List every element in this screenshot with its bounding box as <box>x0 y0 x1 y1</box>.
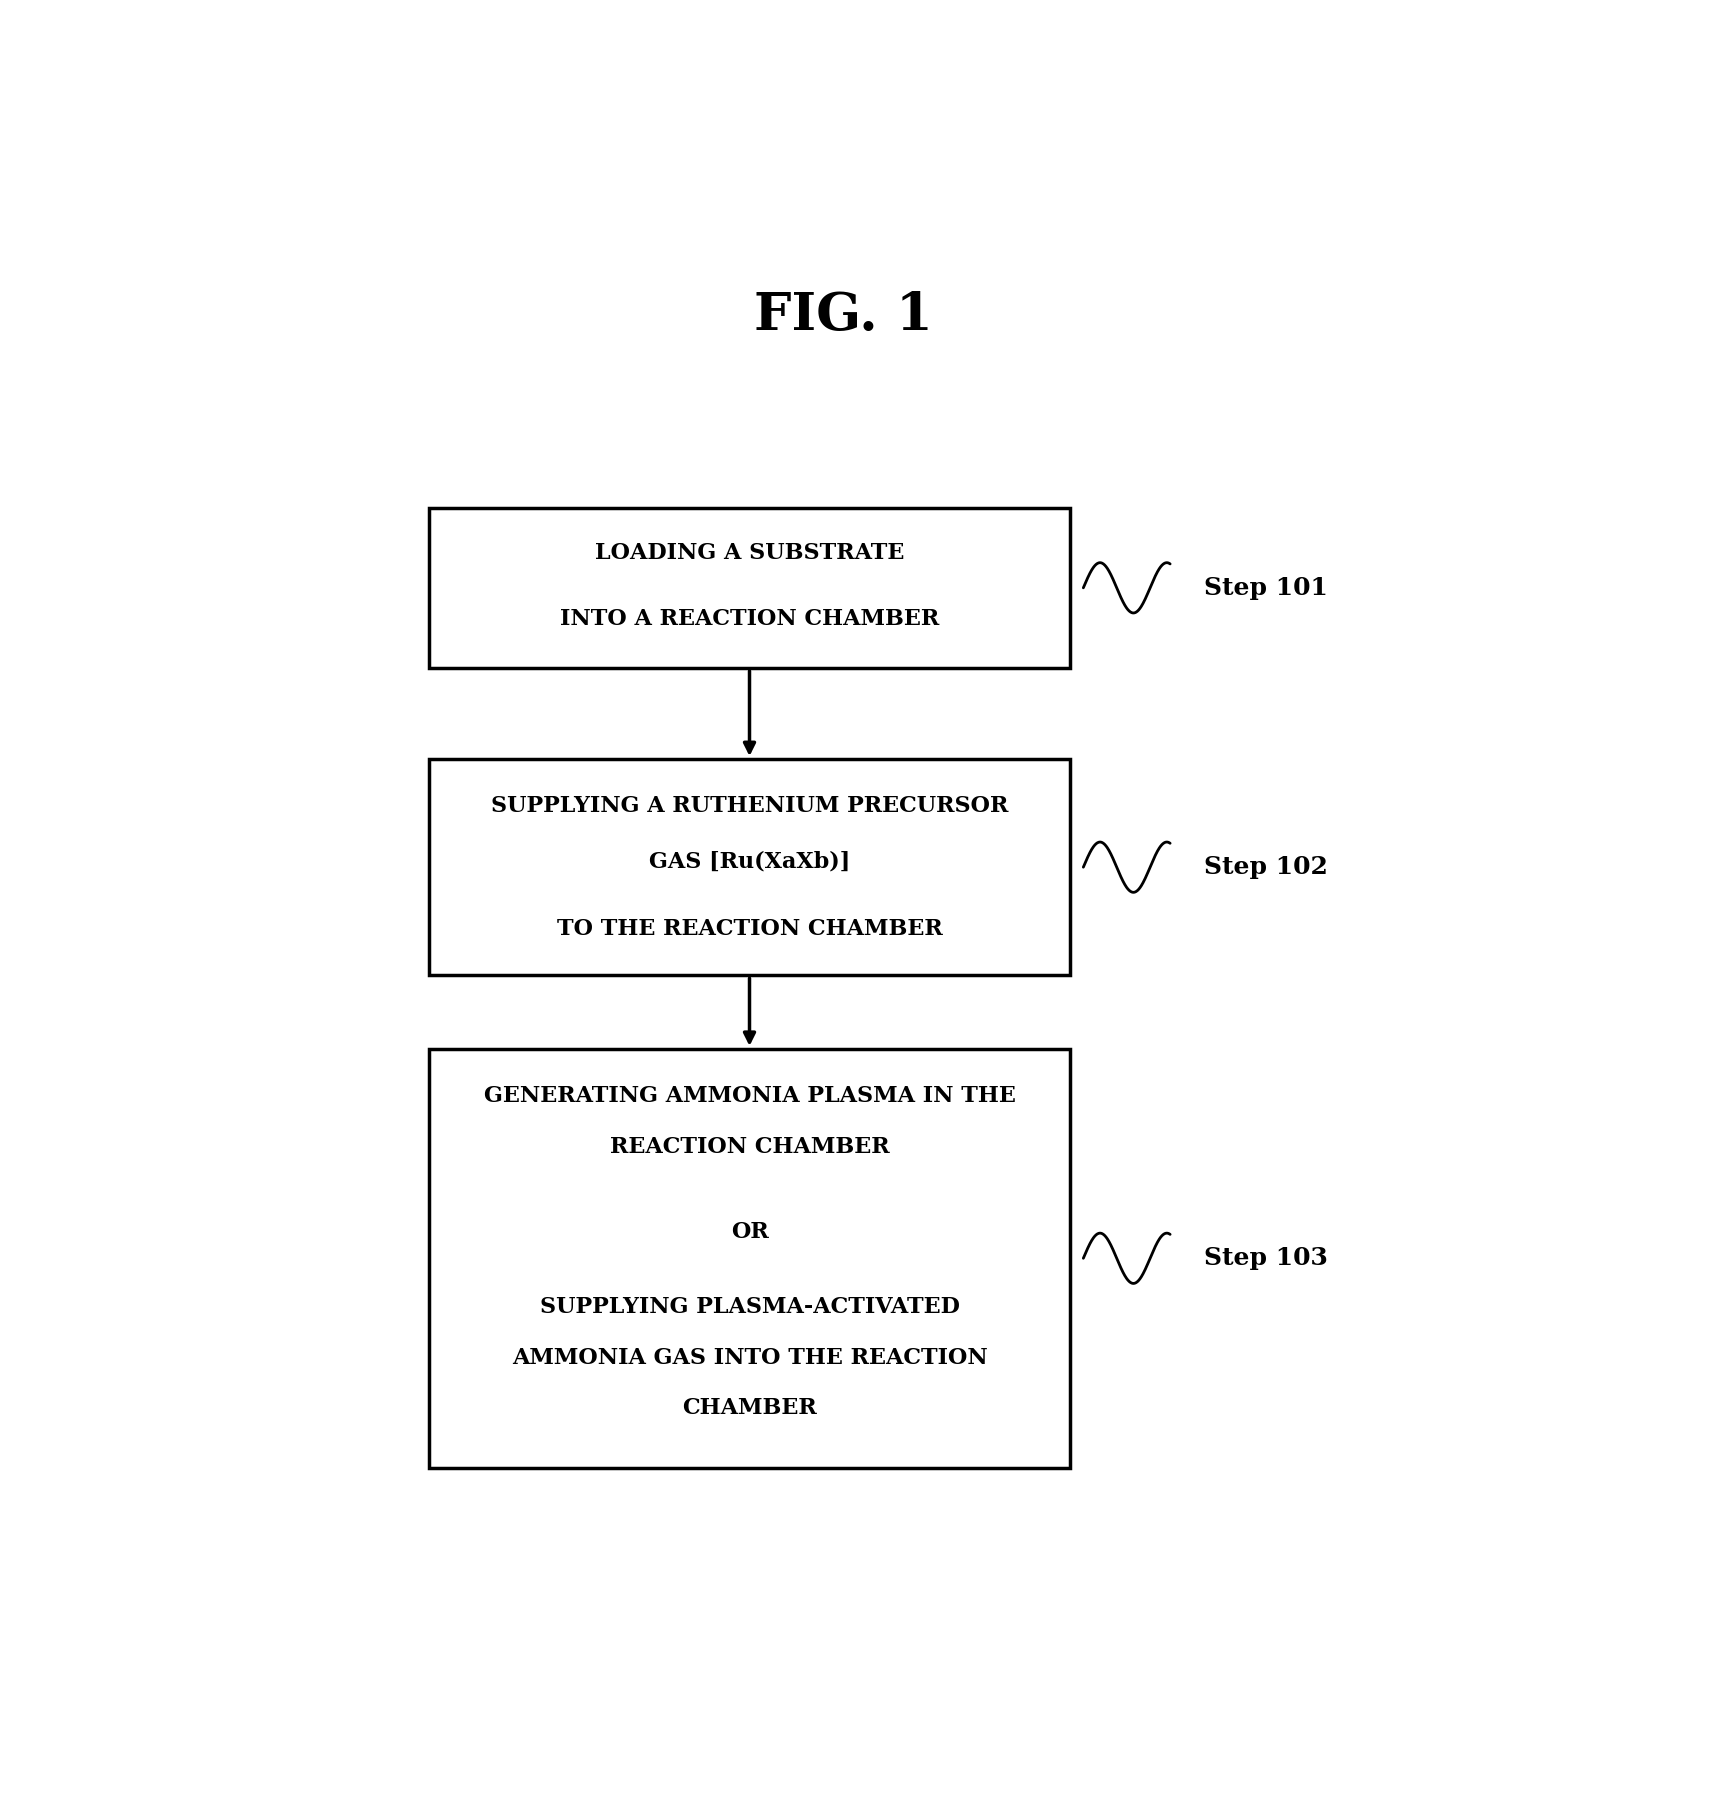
Text: Step 103: Step 103 <box>1204 1246 1327 1270</box>
Text: AMMONIA GAS INTO THE REACTION: AMMONIA GAS INTO THE REACTION <box>512 1346 987 1370</box>
Text: OR: OR <box>731 1221 768 1243</box>
Text: GENERATING AMMONIA PLASMA IN THE: GENERATING AMMONIA PLASMA IN THE <box>484 1085 1015 1107</box>
Text: GAS [Ru(XaXb)]: GAS [Ru(XaXb)] <box>650 851 849 873</box>
Bar <box>429 508 1070 668</box>
Text: TO THE REACTION CHAMBER: TO THE REACTION CHAMBER <box>557 918 942 940</box>
Text: FIG. 1: FIG. 1 <box>753 290 932 341</box>
Bar <box>429 1048 1070 1468</box>
Text: Step 102: Step 102 <box>1204 854 1327 880</box>
Bar <box>429 758 1070 976</box>
Text: LOADING A SUBSTRATE: LOADING A SUBSTRATE <box>594 542 905 564</box>
Text: Step 101: Step 101 <box>1204 575 1327 600</box>
Text: SUPPLYING A RUTHENIUM PRECURSOR: SUPPLYING A RUTHENIUM PRECURSOR <box>491 795 1008 816</box>
Text: REACTION CHAMBER: REACTION CHAMBER <box>610 1136 889 1157</box>
Text: SUPPLYING PLASMA-ACTIVATED: SUPPLYING PLASMA-ACTIVATED <box>539 1297 960 1319</box>
Text: INTO A REACTION CHAMBER: INTO A REACTION CHAMBER <box>560 608 939 629</box>
Text: CHAMBER: CHAMBER <box>682 1397 817 1419</box>
